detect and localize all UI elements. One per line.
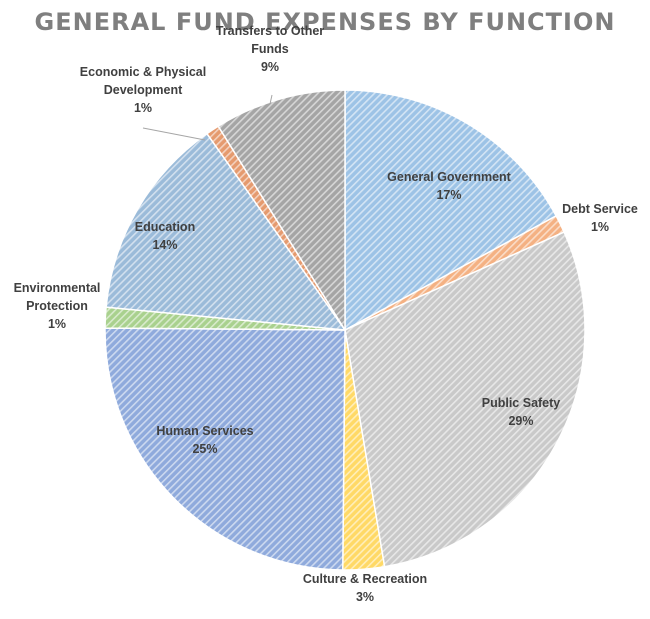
data-label-education: Education 14% bbox=[135, 220, 195, 252]
slice-percent-text: 1% bbox=[48, 317, 66, 331]
slice-label-text: Economic & Physical bbox=[80, 65, 206, 79]
slice-human-services bbox=[104, 327, 346, 571]
slice-label-text: General Government bbox=[387, 170, 511, 184]
slice-label-text: Culture & Recreation bbox=[303, 572, 427, 586]
slice-label-text: Human Services bbox=[156, 424, 253, 438]
slice-label-text: Environmental bbox=[14, 281, 101, 295]
slice-percent-text: 1% bbox=[591, 220, 609, 234]
data-label-culture-and-recreation: Culture & Recreation 3% bbox=[303, 572, 427, 604]
leader-lines-layer bbox=[142, 94, 273, 141]
data-labels-layer: General Government 17% Debt Service 1% Publi… bbox=[14, 24, 638, 604]
slices-layer bbox=[104, 89, 586, 571]
slice-percent-text: 14% bbox=[152, 238, 177, 252]
slice-education bbox=[105, 132, 347, 331]
leader-line-economic-and-physical-development bbox=[142, 127, 206, 141]
slice-general-government bbox=[344, 89, 558, 332]
slice-percent-text: 9% bbox=[261, 60, 279, 74]
slice-percent-text: 1% bbox=[134, 101, 152, 115]
leader-line-transfers-to-other-funds bbox=[269, 94, 273, 105]
slice-label-text: Protection bbox=[26, 299, 88, 313]
data-label-debt-service: Debt Service 1% bbox=[562, 202, 638, 234]
slice-percent-text: 17% bbox=[436, 188, 461, 202]
slice-label-text: Education bbox=[135, 220, 195, 234]
slice-transfers-to-other-funds bbox=[217, 89, 346, 333]
slice-percent-text: 3% bbox=[356, 590, 374, 604]
slice-label-text: Transfers to Other bbox=[216, 24, 324, 38]
slice-percent-text: 25% bbox=[192, 442, 217, 456]
slice-label-text: Public Safety bbox=[482, 396, 561, 410]
data-label-environmental-protection: Environmental Protection 1% bbox=[14, 281, 101, 331]
slice-label-text: Funds bbox=[251, 42, 289, 56]
slice-percent-text: 29% bbox=[508, 414, 533, 428]
data-label-economic-and-physical-development: Economic & Physical Development 1% bbox=[80, 65, 206, 115]
data-label-general-government: General Government 17% bbox=[387, 170, 511, 202]
data-label-human-services: Human Services 25% bbox=[156, 424, 253, 456]
slice-public-safety bbox=[344, 231, 586, 568]
data-label-transfers-to-other-funds: Transfers to Other Funds 9% bbox=[216, 24, 324, 74]
chart-title: GENERAL FUND EXPENSES BY FUNCTION bbox=[34, 8, 616, 36]
slice-label-text: Debt Service bbox=[562, 202, 638, 216]
data-label-public-safety: Public Safety 29% bbox=[482, 396, 561, 428]
slice-label-text: Development bbox=[104, 83, 183, 97]
